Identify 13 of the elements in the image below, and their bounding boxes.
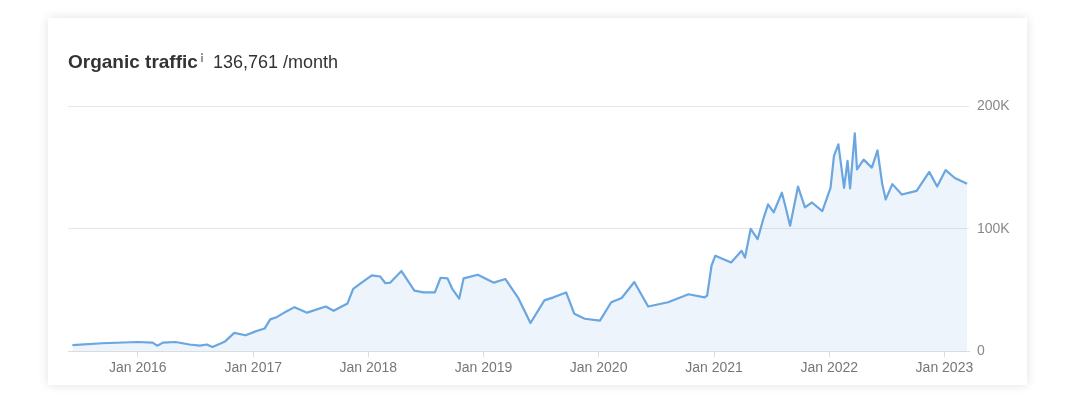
- y-tick-label: 200K: [977, 97, 1011, 114]
- x-tick-label: Jan 2022: [800, 359, 859, 376]
- y-tick-label: 100K: [977, 219, 1011, 236]
- x-tick-label: Jan 2021: [685, 359, 744, 376]
- x-tick-label: Jan 2018: [339, 359, 398, 376]
- chart-subtitle: 136,761 /month: [212, 52, 338, 72]
- x-tick-label: Jan 2017: [224, 359, 283, 376]
- x-tick-label: Jan 2023: [915, 359, 974, 376]
- chart-title: Organic traffic: [68, 51, 198, 72]
- x-tick-label: Jan 2020: [569, 359, 628, 376]
- x-tick-label: Jan 2016: [108, 359, 167, 376]
- y-tick-label: 0: [977, 342, 985, 359]
- x-tick-label: Jan 2019: [454, 359, 513, 376]
